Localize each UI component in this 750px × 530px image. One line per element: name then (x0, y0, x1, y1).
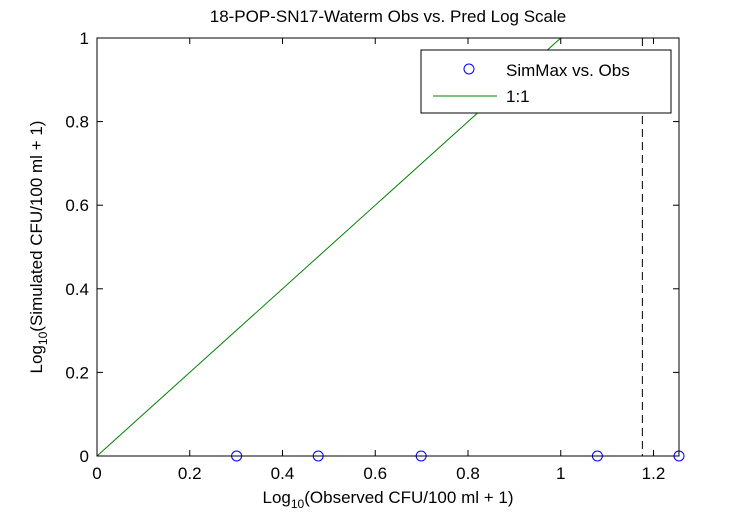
chart-title: 18-POP-SN17-Waterm Obs vs. Pred Log Scal… (210, 7, 567, 26)
y-tick-label: 0.8 (65, 113, 89, 132)
legend-marker-circle (463, 63, 475, 75)
axes-box (96, 37, 680, 457)
legend: SimMax vs. Obs 1:1 (420, 49, 672, 114)
x-axis-label: Log10(Observed CFU/100 ml + 1) (263, 488, 514, 511)
x-tick-label: 0.8 (456, 464, 480, 483)
legend-label-simmax: SimMax vs. Obs (506, 61, 630, 80)
x-tick-label: 1.2 (642, 464, 666, 483)
x-tick-label: 0.2 (178, 464, 202, 483)
y-tick-label: 0.4 (65, 280, 89, 299)
y-tick-label: 0.6 (65, 196, 89, 215)
y-tick-label: 0 (80, 447, 89, 466)
x-tick-label: 0.4 (271, 464, 295, 483)
y-tick-label: 1 (80, 29, 89, 48)
y-tick-label: 0.2 (65, 363, 89, 382)
x-tick-label: 1 (556, 464, 565, 483)
x-tick-label: 0 (92, 464, 101, 483)
y-axis-label: Log10(Simulated CFU/100 ml + 1) (27, 121, 50, 374)
x-tick-label: 0.6 (363, 464, 387, 483)
legend-label-1to1: 1:1 (506, 87, 530, 106)
legend-box (420, 49, 672, 114)
